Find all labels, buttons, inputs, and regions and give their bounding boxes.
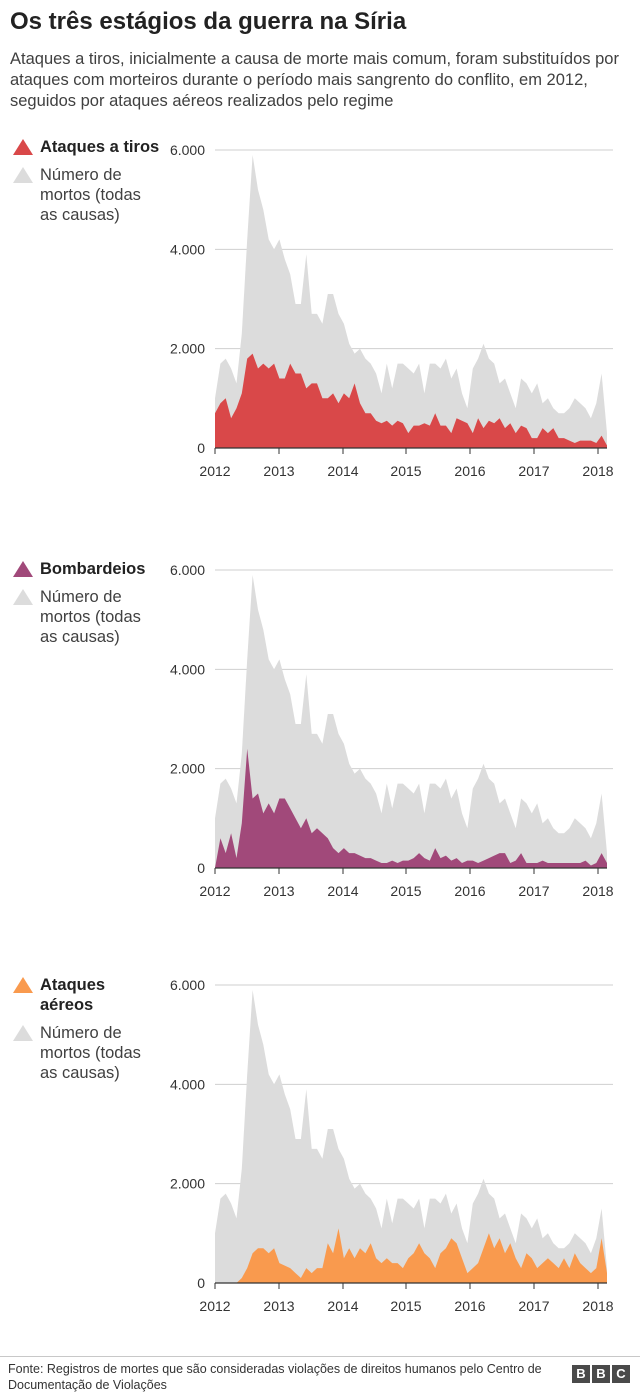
footer: Fonte: Registros de mortes que são consi… bbox=[0, 1356, 640, 1392]
chart-airstrikes: 6.000 4.000 2.000 0 2012 2013 2014 2015 2016 2017… bbox=[170, 977, 614, 1314]
bbc-logo: B B C bbox=[572, 1365, 630, 1383]
x-tick-label: 2013 bbox=[263, 463, 294, 479]
x-tick-label: 2016 bbox=[454, 463, 485, 479]
legend-airstrikes: Ataques aéreos Número de mortos (todas a… bbox=[12, 975, 162, 1083]
area-series bbox=[215, 353, 607, 448]
x-tick-label: 2018 bbox=[582, 883, 613, 899]
x-tick-label: 2012 bbox=[199, 883, 230, 899]
y-tick-label: 4.000 bbox=[170, 661, 205, 677]
page-subtitle: Ataques a tiros, inicialmente a causa de… bbox=[10, 50, 619, 110]
page-title: Os três estágios da guerra na Síria bbox=[10, 8, 407, 35]
legend-item-total: Número de mortos (todas as causas) bbox=[12, 587, 162, 647]
logo-letter: B bbox=[572, 1365, 590, 1383]
legend-label: Ataques a tiros bbox=[40, 138, 160, 156]
x-tick-label: 2015 bbox=[390, 1298, 421, 1314]
x-tick-label: 2013 bbox=[263, 1298, 294, 1314]
chart-shootings: 6.000 4.000 2.000 0 2012 2013 2014 2015 2016 2017… bbox=[170, 142, 614, 479]
y-tick-label: 0 bbox=[197, 860, 205, 876]
legend-item-total: Número de mortos (todas as causas) bbox=[12, 165, 162, 225]
x-tick-label: 2018 bbox=[582, 463, 613, 479]
area-total-deaths bbox=[215, 990, 607, 1283]
x-tick-label: 2018 bbox=[582, 1298, 613, 1314]
area-total-deaths bbox=[215, 575, 607, 868]
legend-label: Bombardeios bbox=[40, 560, 146, 578]
y-tick-label: 0 bbox=[197, 440, 205, 456]
y-tick-label: 6.000 bbox=[170, 142, 205, 158]
logo-letter: B bbox=[592, 1365, 610, 1383]
triangle-icon bbox=[13, 139, 33, 155]
triangle-icon bbox=[13, 561, 33, 577]
legend-item-shelling: Bombardeios bbox=[12, 559, 162, 579]
x-tick-label: 2014 bbox=[327, 883, 358, 899]
y-tick-label: 2.000 bbox=[170, 761, 205, 777]
area-series bbox=[215, 748, 607, 868]
x-tick-label: 2017 bbox=[518, 883, 549, 899]
legend-label: Número de mortos (todas as causas) bbox=[40, 588, 141, 646]
y-tick-label: 6.000 bbox=[170, 977, 205, 993]
x-tick-label: 2016 bbox=[454, 883, 485, 899]
x-tick-label: 2014 bbox=[327, 1298, 358, 1314]
logo-letter: C bbox=[612, 1365, 630, 1383]
y-tick-label: 4.000 bbox=[170, 1076, 205, 1092]
y-tick-label: 2.000 bbox=[170, 1176, 205, 1192]
x-tick-label: 2012 bbox=[199, 1298, 230, 1314]
legend-shootings: Ataques a tiros Número de mortos (todas … bbox=[12, 137, 162, 225]
x-tick-label: 2016 bbox=[454, 1298, 485, 1314]
legend-item-airstrikes: Ataques aéreos bbox=[12, 975, 162, 1015]
x-tick-label: 2012 bbox=[199, 463, 230, 479]
triangle-icon bbox=[13, 977, 33, 993]
y-tick-label: 4.000 bbox=[170, 241, 205, 257]
triangle-icon bbox=[13, 589, 33, 605]
triangle-icon bbox=[13, 1025, 33, 1041]
x-tick-label: 2017 bbox=[518, 1298, 549, 1314]
x-tick-label: 2017 bbox=[518, 463, 549, 479]
y-tick-label: 6.000 bbox=[170, 562, 205, 578]
y-tick-label: 2.000 bbox=[170, 341, 205, 357]
source-note: Fonte: Registros de mortes que são consi… bbox=[8, 1362, 542, 1392]
legend-label: Número de mortos (todas as causas) bbox=[40, 166, 141, 224]
legend-label: Ataques aéreos bbox=[40, 976, 106, 1014]
x-tick-label: 2014 bbox=[327, 463, 358, 479]
y-tick-label: 0 bbox=[197, 1275, 205, 1291]
triangle-icon bbox=[13, 167, 33, 183]
chart-shelling: 6.000 4.000 2.000 0 2012 2013 2014 2015 2016 2017… bbox=[170, 562, 614, 899]
x-tick-label: 2015 bbox=[390, 463, 421, 479]
x-tick-label: 2013 bbox=[263, 883, 294, 899]
legend-item-total: Número de mortos (todas as causas) bbox=[12, 1023, 162, 1083]
legend-shelling: Bombardeios Número de mortos (todas as c… bbox=[12, 559, 162, 647]
x-tick-label: 2015 bbox=[390, 883, 421, 899]
legend-item-shootings: Ataques a tiros bbox=[12, 137, 162, 157]
legend-label: Número de mortos (todas as causas) bbox=[40, 1024, 141, 1082]
area-total-deaths bbox=[215, 155, 607, 448]
